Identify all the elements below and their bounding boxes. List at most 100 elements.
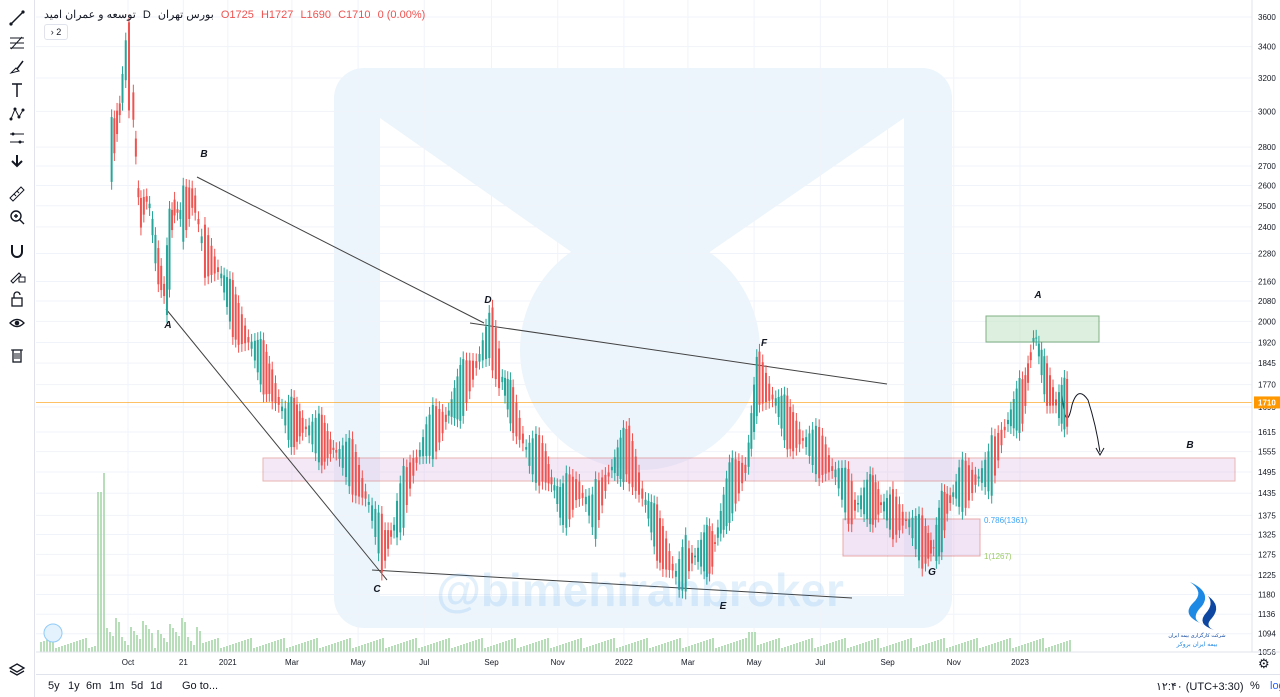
- volume-bar: [904, 640, 906, 652]
- candle-body: [659, 518, 662, 563]
- ruler-icon[interactable]: [7, 184, 27, 204]
- price-tick-label: 1555: [1258, 448, 1276, 457]
- range-1d-button[interactable]: 1d: [150, 680, 163, 692]
- volume-bar: [430, 644, 432, 652]
- gear-icon[interactable]: ⚙: [1258, 656, 1270, 671]
- percent-toggle[interactable]: %: [1250, 680, 1260, 692]
- volume-bar: [193, 645, 195, 652]
- volume-bar: [40, 642, 42, 652]
- candle-body: [837, 468, 840, 489]
- indicator-collapse-button[interactable]: › 2: [44, 24, 68, 40]
- range-1m-button[interactable]: 1m: [109, 680, 125, 692]
- volume-bar: [580, 638, 582, 652]
- eye-icon[interactable]: [7, 313, 27, 333]
- volume-bar: [70, 643, 72, 652]
- volume-bar: [961, 643, 963, 652]
- range-1y-button[interactable]: 1y: [68, 680, 80, 692]
- time-tick-label: Mar: [285, 658, 299, 667]
- fib-icon[interactable]: [7, 33, 27, 53]
- volume-bar: [565, 643, 567, 652]
- lock-pencil-icon[interactable]: [7, 265, 27, 285]
- measure-icon[interactable]: [7, 128, 27, 148]
- volume-bar: [322, 647, 324, 652]
- volume-bar: [427, 645, 429, 652]
- volume-bar: [664, 643, 666, 652]
- candle-body: [124, 40, 127, 81]
- timezone-label[interactable]: ۱۲:۴۰ (UTC+3:30): [1156, 681, 1244, 693]
- candle-body: [197, 218, 200, 225]
- candle-body: [904, 519, 907, 522]
- layers-icon[interactable]: [7, 660, 27, 680]
- arrow-down-icon[interactable]: [7, 151, 27, 171]
- volume-bar: [148, 629, 150, 652]
- candle-body: [1060, 384, 1063, 424]
- volume-bar: [424, 646, 426, 652]
- volume-bar: [529, 644, 531, 652]
- log-toggle[interactable]: log: [1270, 680, 1280, 692]
- candle-body: [591, 494, 594, 528]
- candle-body: [157, 248, 160, 285]
- candle-body: [240, 314, 243, 345]
- volume-bar: [553, 647, 555, 652]
- interval-label[interactable]: D: [142, 9, 151, 21]
- zoom-icon[interactable]: [7, 207, 27, 227]
- high-value: H1727: [260, 9, 294, 21]
- price-tick-label: 1615: [1258, 428, 1276, 437]
- candle-body: [253, 340, 256, 361]
- candle-body: [399, 483, 402, 533]
- volume-bar: [442, 640, 444, 652]
- candle-body: [844, 467, 847, 513]
- volume-bar: [343, 640, 345, 652]
- trend-line: [196, 176, 485, 324]
- candle-body: [220, 273, 223, 279]
- time-tick-label: Mar: [681, 658, 695, 667]
- volume-bar: [775, 639, 777, 652]
- magnet-icon[interactable]: [7, 241, 27, 261]
- volume-bar: [310, 640, 312, 652]
- brush-icon[interactable]: [7, 57, 27, 77]
- candle-body: [650, 502, 653, 533]
- volume-bar: [484, 648, 486, 652]
- volume-bar: [55, 648, 57, 652]
- candle-body: [165, 245, 168, 316]
- candle-body: [142, 196, 145, 215]
- volume-bar: [298, 644, 300, 652]
- candle-body: [644, 499, 647, 505]
- text-icon[interactable]: [7, 80, 27, 100]
- logo-shape: [1188, 582, 1206, 625]
- candle-body: [811, 429, 814, 465]
- volume-bar: [1021, 645, 1023, 652]
- candle-body: [974, 474, 977, 485]
- range-6m-button[interactable]: 6m: [86, 680, 102, 692]
- candle-body: [610, 466, 613, 471]
- candle-body: [534, 433, 537, 483]
- wave-label: F: [761, 338, 768, 349]
- range-5y-button[interactable]: 5y: [48, 680, 60, 692]
- candle-body: [831, 466, 834, 471]
- goto-button[interactable]: Go to...: [182, 680, 219, 692]
- trend-line-icon[interactable]: [7, 8, 27, 28]
- volume-bar: [682, 648, 684, 652]
- candle-body: [320, 414, 323, 466]
- open-value: O1725: [220, 9, 254, 21]
- candle-body: [801, 438, 804, 441]
- candle-body: [731, 458, 734, 514]
- symbol-name[interactable]: توسعه و عمران امید: [44, 9, 136, 21]
- pattern-icon[interactable]: [7, 104, 27, 124]
- symbol-header: توسعه و عمران امید D بورس تهران O1725 H1…: [44, 8, 429, 21]
- candle-body: [993, 436, 996, 476]
- volume-bar: [412, 639, 414, 652]
- volume-bar: [889, 645, 891, 652]
- candle-body: [690, 552, 693, 564]
- wave-label: G: [928, 567, 936, 578]
- volume-bar: [1051, 646, 1053, 652]
- volume-bar: [1027, 643, 1029, 652]
- lock-icon[interactable]: [7, 289, 27, 309]
- trash-icon[interactable]: [7, 345, 27, 365]
- range-5d-button[interactable]: 5d: [131, 680, 144, 692]
- volume-bar: [499, 643, 501, 652]
- time-tick-label: May: [747, 658, 762, 667]
- volume-bar: [853, 646, 855, 652]
